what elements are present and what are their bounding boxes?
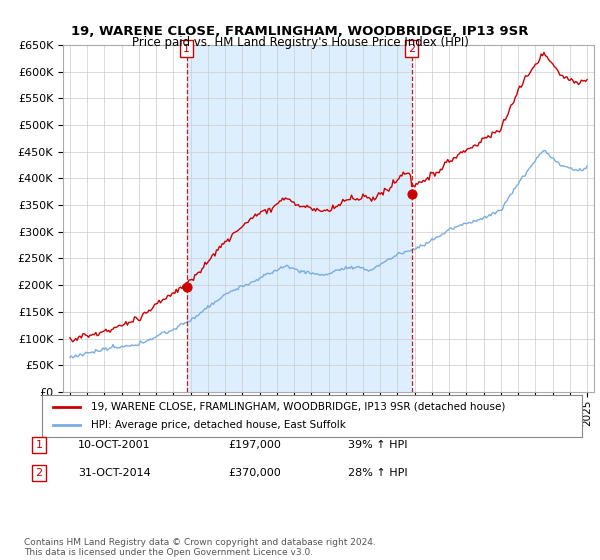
Text: 1: 1 [183,44,190,54]
Text: 2: 2 [408,44,415,54]
Text: 1: 1 [35,440,43,450]
Text: £370,000: £370,000 [228,468,281,478]
Bar [187,45,412,392]
Text: HPI: Average price, detached house, East Suffolk: HPI: Average price, detached house, East… [91,420,346,430]
Text: 10-OCT-2001: 10-OCT-2001 [78,440,151,450]
Text: 39% ↑ HPI: 39% ↑ HPI [348,440,407,450]
Text: 19, WARENE CLOSE, FRAMLINGHAM, WOODBRIDGE, IP13 9SR (detached house): 19, WARENE CLOSE, FRAMLINGHAM, WOODBRIDG… [91,402,505,412]
Text: 31-OCT-2014: 31-OCT-2014 [78,468,151,478]
Text: 2: 2 [35,468,43,478]
Text: Price paid vs. HM Land Registry's House Price Index (HPI): Price paid vs. HM Land Registry's House … [131,36,469,49]
Point [407,190,416,199]
Text: £197,000: £197,000 [228,440,281,450]
Text: 19, WARENE CLOSE, FRAMLINGHAM, WOODBRIDGE, IP13 9SR: 19, WARENE CLOSE, FRAMLINGHAM, WOODBRIDG… [71,25,529,38]
Point [182,282,191,291]
Text: Contains HM Land Registry data © Crown copyright and database right 2024.
This d: Contains HM Land Registry data © Crown c… [24,538,376,557]
Text: 28% ↑ HPI: 28% ↑ HPI [348,468,407,478]
